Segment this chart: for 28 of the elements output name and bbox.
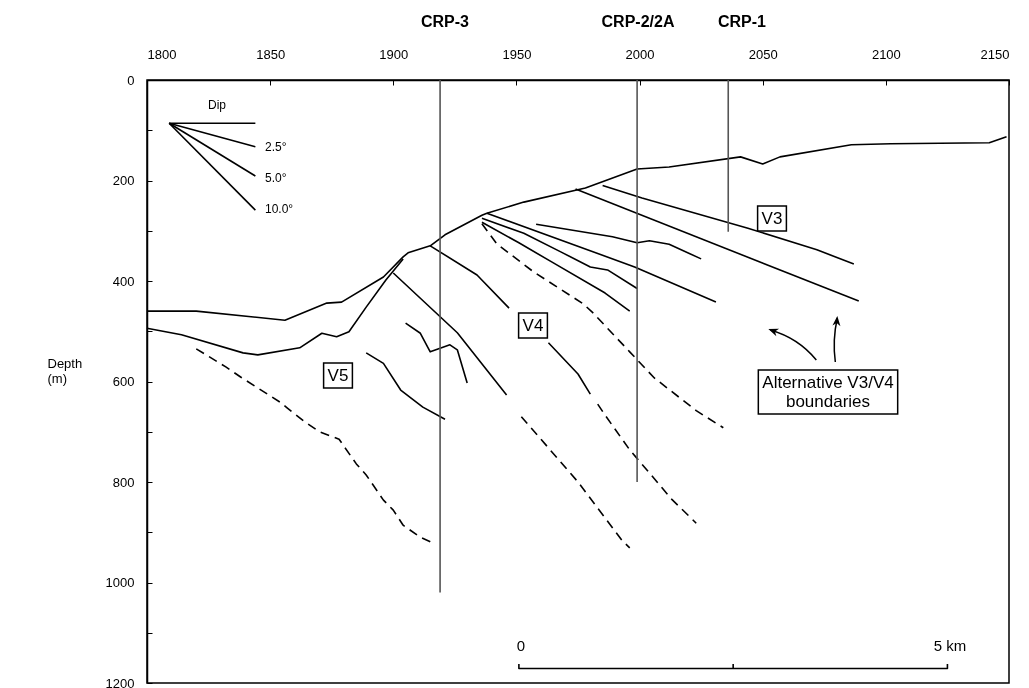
y-axis-title: Depth (m)	[47, 355, 83, 386]
annotation: 2.5°	[265, 140, 287, 154]
y-tick-label: 400	[112, 273, 135, 289]
x-tick-label: 2000	[625, 46, 655, 62]
annotation: 0	[516, 637, 526, 654]
text: CRP-3	[420, 13, 470, 30]
y-tick-label: 1200	[105, 675, 135, 688]
x-tick-label: 1800	[147, 46, 177, 62]
y-tick-label: 1000	[105, 575, 135, 590]
text: CRP-2/2A	[601, 13, 675, 30]
x-tick-label: 2050	[748, 46, 778, 62]
y-tick-label: 800	[112, 474, 135, 490]
annotation: V3	[761, 209, 783, 228]
text: CRP-1	[717, 13, 767, 30]
annotation: V4	[522, 316, 544, 335]
annotation: 5.0°	[265, 171, 287, 185]
x-tick-label: 1900	[379, 46, 409, 62]
y-tick-label: 600	[112, 374, 135, 389]
annotation: 10.0°	[265, 202, 294, 216]
y-tick-label: 200	[112, 173, 135, 188]
x-tick-label: 1950	[502, 46, 532, 62]
y-tick-label: 0	[127, 72, 135, 88]
x-tick-label: 2100	[871, 46, 901, 62]
annotation: Dip	[208, 98, 227, 112]
annotation: 5 km	[933, 637, 967, 654]
annotation: V5	[327, 366, 349, 385]
x-tick-label: 2150	[980, 46, 1010, 62]
x-tick-label: 1850	[256, 46, 286, 62]
